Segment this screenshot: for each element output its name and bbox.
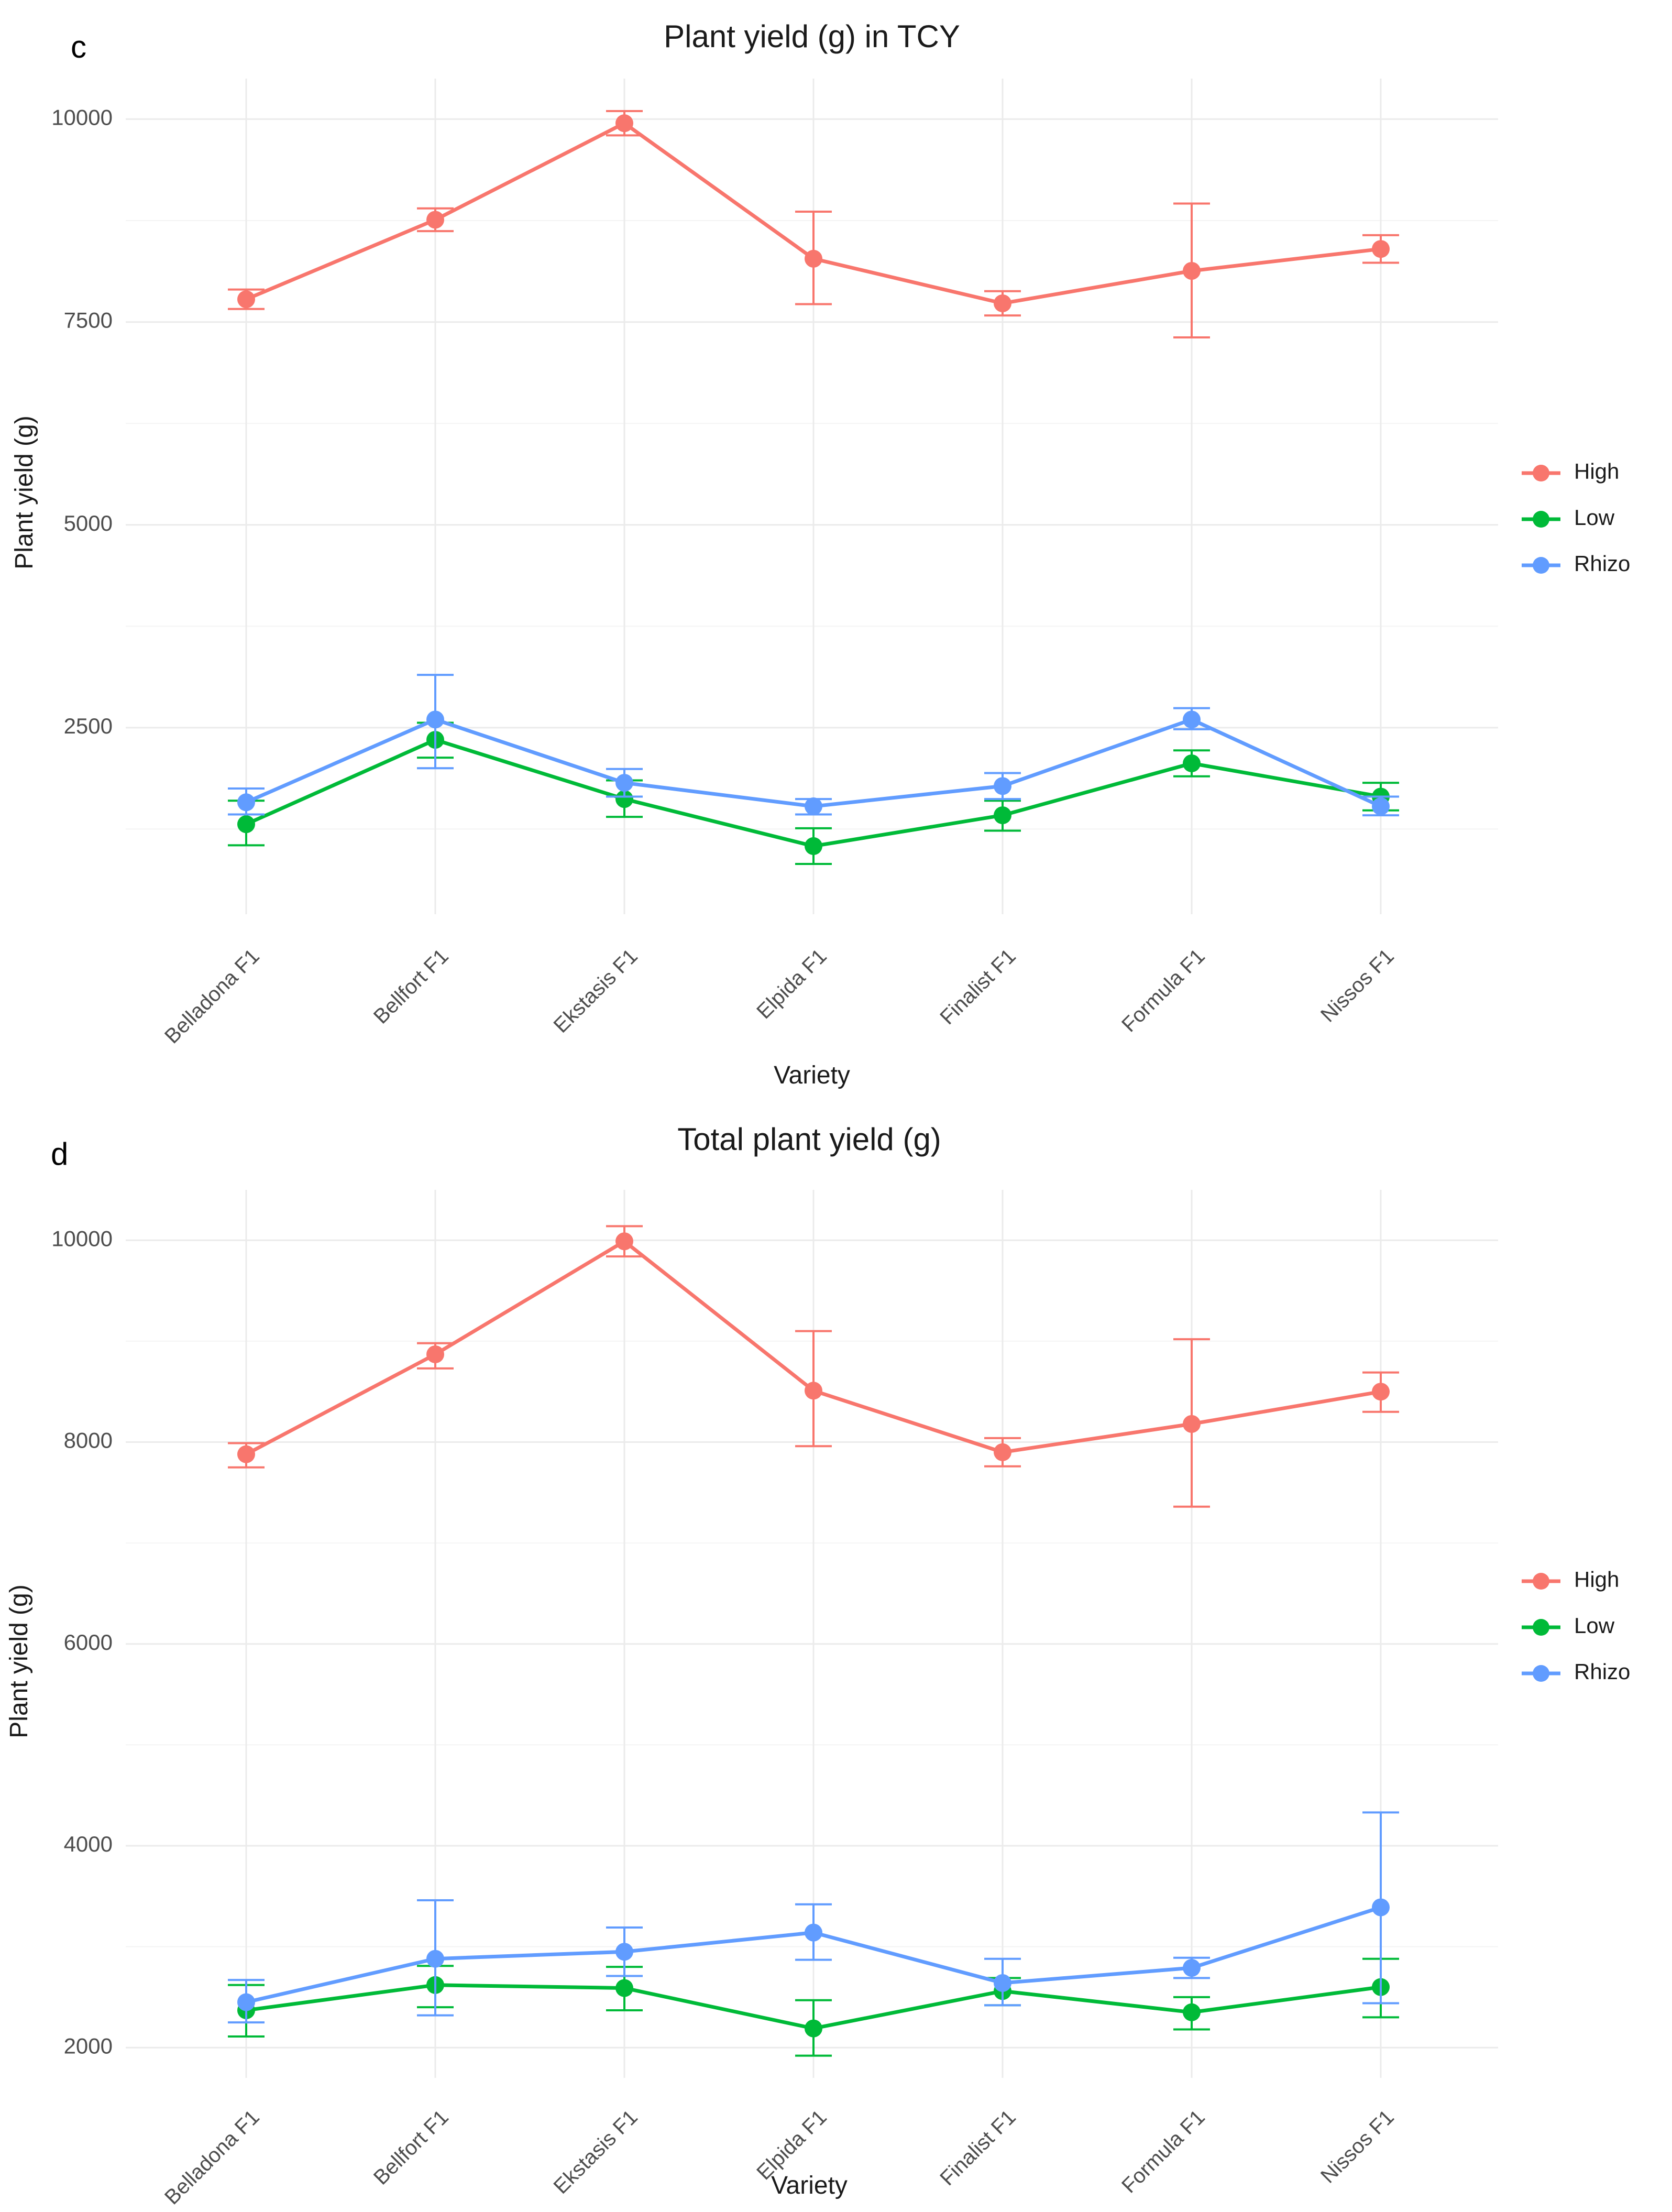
x-axis-title-d: Variety bbox=[771, 2172, 848, 2199]
data-point bbox=[237, 815, 255, 834]
data-point bbox=[1183, 754, 1201, 772]
y-tick-label: 2000 bbox=[64, 2033, 113, 2058]
data-point bbox=[615, 1943, 633, 1961]
y-tick-label: 6000 bbox=[64, 1630, 113, 1655]
legend-label: Rhizo bbox=[1574, 551, 1630, 576]
y-axis-c: 2500 5000 7500 10000 bbox=[51, 105, 113, 738]
y-tick-label: 4000 bbox=[64, 1832, 113, 1856]
data-point bbox=[1183, 2003, 1201, 2021]
data-point bbox=[615, 774, 633, 792]
y-axis-d: 2000 4000 6000 8000 10000 bbox=[51, 1226, 113, 2058]
x-tick-label: Bellfort F1 bbox=[369, 945, 453, 1028]
x-tick-label: Belladona F1 bbox=[160, 945, 264, 1048]
data-point bbox=[1183, 1415, 1201, 1433]
series-high bbox=[228, 109, 1399, 338]
y-axis-title-d: Plant yield (g) bbox=[5, 1584, 33, 1738]
data-point bbox=[237, 290, 255, 309]
legend-item-rhizo: Rhizo bbox=[1522, 551, 1630, 576]
data-point bbox=[805, 1382, 822, 1400]
data-point bbox=[805, 2019, 822, 2038]
y-tick-label: 10000 bbox=[51, 1226, 113, 1251]
data-point bbox=[426, 211, 444, 229]
legend-label: High bbox=[1574, 1567, 1619, 1592]
y-tick-label: 7500 bbox=[64, 308, 113, 333]
x-tick-label: Ekstasis F1 bbox=[549, 945, 642, 1037]
y-tick-label: 2500 bbox=[64, 714, 113, 738]
legend-label: Low bbox=[1574, 1613, 1615, 1638]
series-high bbox=[228, 1225, 1399, 1508]
x-axis-title-c: Variety bbox=[774, 1061, 850, 1089]
legend-item-low: Low bbox=[1522, 1613, 1615, 1638]
legend-label: Rhizo bbox=[1574, 1659, 1630, 1684]
chart-title-d: Total plant yield (g) bbox=[677, 1122, 941, 1157]
chart-title-c: Plant yield (g) in TCY bbox=[664, 19, 960, 54]
data-point bbox=[615, 1979, 633, 1997]
data-point bbox=[1372, 1898, 1390, 1917]
data-point bbox=[1372, 240, 1390, 258]
y-tick-label: 10000 bbox=[51, 105, 113, 130]
data-point bbox=[1372, 1383, 1390, 1401]
legend-label: Low bbox=[1574, 505, 1615, 530]
y-tick-label: 8000 bbox=[64, 1428, 113, 1453]
series-d bbox=[228, 1225, 1399, 2057]
data-point bbox=[237, 1993, 255, 2011]
data-point bbox=[426, 710, 444, 729]
legend-label: High bbox=[1574, 459, 1619, 484]
x-tick-label: Nissos F1 bbox=[1316, 945, 1399, 1027]
panel-label-c: c bbox=[71, 29, 86, 64]
gridlines-d bbox=[126, 1190, 1498, 2078]
x-tick-label: Nissos F1 bbox=[1316, 2106, 1399, 2188]
legend-item-high: High bbox=[1522, 1567, 1619, 1592]
x-tick-label: Belladona F1 bbox=[160, 2106, 264, 2209]
data-point bbox=[1183, 1959, 1201, 1977]
chart-panel-d: d Total plant yield (g) 2000 4000 6000 8000… bbox=[5, 1122, 1630, 2209]
y-tick-label: 5000 bbox=[64, 511, 113, 535]
data-point bbox=[1183, 262, 1201, 280]
x-tick-label: Bellfort F1 bbox=[369, 2106, 453, 2189]
x-tick-label: Finalist F1 bbox=[936, 945, 1020, 1030]
data-point bbox=[805, 1923, 822, 1942]
data-point bbox=[805, 249, 822, 268]
data-point bbox=[1372, 797, 1390, 816]
data-point bbox=[426, 1950, 444, 1968]
data-point bbox=[994, 806, 1011, 825]
data-point bbox=[1183, 710, 1201, 729]
series-c bbox=[228, 109, 1399, 865]
chart-panel-c: c Plant yield (g) in TCY 2500 5000 7500 100… bbox=[10, 19, 1630, 1089]
data-point bbox=[994, 777, 1011, 795]
data-point bbox=[805, 837, 822, 855]
x-axis-c: Belladona F1 Bellfort F1 Ekstasis F1 Elpida… bbox=[160, 945, 1399, 1048]
data-point bbox=[615, 1232, 633, 1251]
data-point bbox=[994, 294, 1011, 312]
data-point bbox=[237, 1445, 255, 1463]
x-tick-label: Formula F1 bbox=[1117, 2106, 1209, 2198]
data-point bbox=[615, 790, 633, 808]
legend-item-rhizo: Rhizo bbox=[1522, 1659, 1630, 1684]
data-point bbox=[237, 793, 255, 812]
legend-c: High Low Rhizo bbox=[1522, 459, 1630, 576]
legend-d: High Low Rhizo bbox=[1522, 1567, 1630, 1684]
legend-item-high: High bbox=[1522, 459, 1619, 484]
legend-item-low: Low bbox=[1522, 505, 1615, 530]
data-point bbox=[994, 1443, 1011, 1461]
x-tick-label: Elpida F1 bbox=[752, 945, 831, 1024]
data-point bbox=[805, 797, 822, 816]
x-tick-label: Formula F1 bbox=[1117, 945, 1209, 1037]
x-tick-label: Finalist F1 bbox=[936, 2106, 1020, 2191]
gridlines-c bbox=[126, 79, 1498, 914]
panel-label-d: d bbox=[51, 1136, 68, 1171]
data-point bbox=[426, 1345, 444, 1363]
y-axis-title-c: Plant yield (g) bbox=[10, 415, 38, 569]
series-rhizo bbox=[228, 1811, 1399, 2024]
data-point bbox=[615, 114, 633, 133]
series-rhizo bbox=[228, 674, 1399, 817]
data-point bbox=[994, 1974, 1011, 1992]
x-tick-label: Ekstasis F1 bbox=[549, 2106, 642, 2198]
